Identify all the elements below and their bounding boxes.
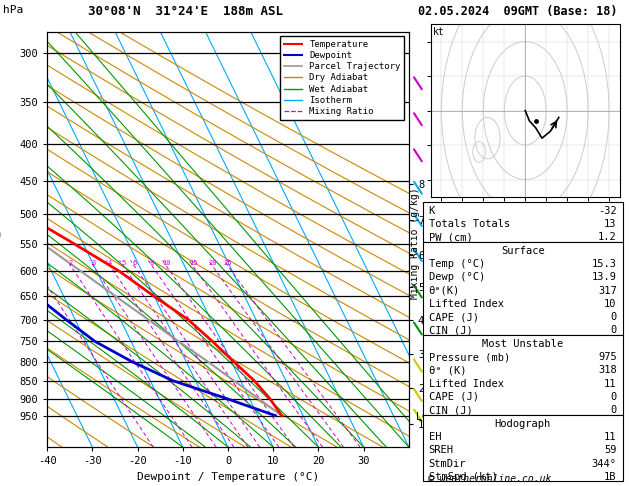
- Text: θᵊ(K): θᵊ(K): [429, 286, 460, 295]
- Y-axis label: hPa: hPa: [0, 229, 2, 240]
- Text: Surface: Surface: [501, 245, 545, 256]
- Bar: [423, 242, 623, 335]
- Text: 11: 11: [604, 432, 616, 442]
- Text: 3: 3: [91, 260, 96, 266]
- Text: Most Unstable: Most Unstable: [482, 339, 564, 349]
- Text: 317: 317: [598, 286, 616, 295]
- Legend: Temperature, Dewpoint, Parcel Trajectory, Dry Adiabat, Wet Adiabat, Isotherm, Mi: Temperature, Dewpoint, Parcel Trajectory…: [281, 36, 404, 120]
- Text: 15.3: 15.3: [592, 259, 616, 269]
- Text: EH: EH: [429, 432, 441, 442]
- Text: 344°: 344°: [592, 458, 616, 469]
- Text: -32: -32: [598, 206, 616, 216]
- Text: 0: 0: [611, 326, 616, 335]
- Text: StmSpd (kt): StmSpd (kt): [429, 472, 498, 482]
- Text: 25: 25: [224, 260, 232, 266]
- Text: CIN (J): CIN (J): [429, 405, 472, 416]
- Text: Lifted Index: Lifted Index: [429, 299, 504, 309]
- Text: 10: 10: [162, 260, 170, 266]
- Bar: [423, 335, 623, 415]
- Bar: [423, 415, 623, 481]
- Text: 0: 0: [611, 312, 616, 322]
- Text: 13: 13: [604, 219, 616, 229]
- Text: 5: 5: [121, 260, 125, 266]
- Text: 6: 6: [132, 260, 136, 266]
- Text: 13.9: 13.9: [592, 272, 616, 282]
- Text: 1B: 1B: [604, 472, 616, 482]
- Text: 8: 8: [150, 260, 154, 266]
- Bar: [423, 202, 623, 242]
- Text: 02.05.2024  09GMT (Base: 18): 02.05.2024 09GMT (Base: 18): [418, 5, 618, 18]
- Text: 1.2: 1.2: [598, 232, 616, 243]
- Text: PW (cm): PW (cm): [429, 232, 472, 243]
- Text: LCL: LCL: [416, 412, 434, 422]
- Text: 0: 0: [611, 392, 616, 402]
- Text: CAPE (J): CAPE (J): [429, 312, 479, 322]
- Text: θᵊ (K): θᵊ (K): [429, 365, 466, 375]
- Text: kt: kt: [433, 27, 445, 36]
- Text: Lifted Index: Lifted Index: [429, 379, 504, 389]
- Text: SREH: SREH: [429, 445, 454, 455]
- Text: 4: 4: [108, 260, 112, 266]
- Text: Totals Totals: Totals Totals: [429, 219, 510, 229]
- Text: 318: 318: [598, 365, 616, 375]
- Text: Pressure (mb): Pressure (mb): [429, 352, 510, 362]
- Text: 2: 2: [69, 260, 73, 266]
- Text: 11: 11: [604, 379, 616, 389]
- Text: 10: 10: [604, 299, 616, 309]
- Text: 0: 0: [611, 405, 616, 416]
- X-axis label: Dewpoint / Temperature (°C): Dewpoint / Temperature (°C): [137, 472, 319, 482]
- Text: 20: 20: [208, 260, 217, 266]
- Y-axis label: km
ASL: km ASL: [440, 228, 459, 250]
- Text: hPa: hPa: [3, 5, 23, 15]
- Text: Hodograph: Hodograph: [494, 418, 551, 429]
- Text: © weatheronline.co.uk: © weatheronline.co.uk: [428, 473, 551, 484]
- Text: 15: 15: [189, 260, 198, 266]
- Text: CAPE (J): CAPE (J): [429, 392, 479, 402]
- Text: 59: 59: [604, 445, 616, 455]
- Text: Temp (°C): Temp (°C): [429, 259, 485, 269]
- Text: CIN (J): CIN (J): [429, 326, 472, 335]
- Text: 975: 975: [598, 352, 616, 362]
- Text: 30°08'N  31°24'E  188m ASL: 30°08'N 31°24'E 188m ASL: [88, 5, 283, 18]
- Text: K: K: [429, 206, 435, 216]
- Text: StmDir: StmDir: [429, 458, 466, 469]
- Text: Dewp (°C): Dewp (°C): [429, 272, 485, 282]
- Text: Mixing Ratio (g/kg): Mixing Ratio (g/kg): [409, 187, 420, 299]
